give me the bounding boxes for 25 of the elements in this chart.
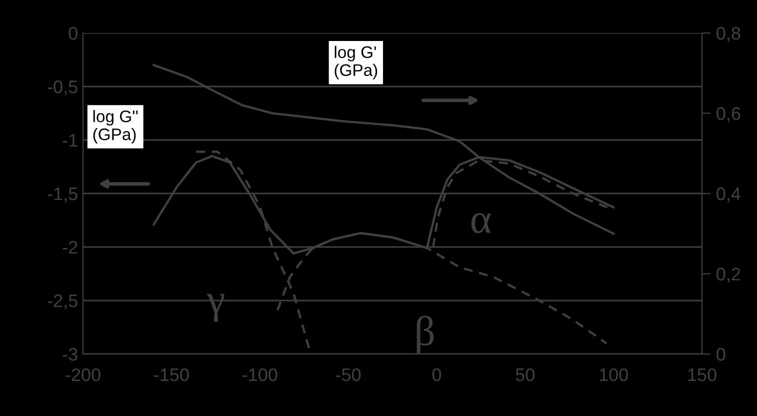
y2-tick-label: 0,8 bbox=[716, 26, 740, 42]
y2-tick-label: 0,6 bbox=[716, 107, 740, 122]
y2-tick-label: 0,4 bbox=[716, 187, 740, 202]
y-tick-label: -1,5 bbox=[48, 188, 78, 202]
y-tick-label: 0 bbox=[68, 26, 78, 40]
x-tick-label: -100 bbox=[242, 368, 278, 382]
x-tick-label: -150 bbox=[154, 368, 189, 382]
annotation: log G' (GPa) bbox=[334, 46, 378, 80]
y-tick-label: -2 bbox=[62, 240, 78, 254]
x-tick-label: -50 bbox=[336, 368, 361, 382]
y2-tick-label: 0,2 bbox=[716, 268, 740, 283]
y2-tick-label: 0 bbox=[716, 348, 726, 361]
annotation: log G'' (GPa) bbox=[93, 110, 138, 144]
annotation: α bbox=[471, 213, 491, 234]
y-tick-label: -2,5 bbox=[48, 294, 78, 310]
annotation: γ bbox=[206, 294, 224, 322]
y-tick-label: -1 bbox=[62, 134, 78, 147]
y-tick-label: -3 bbox=[62, 348, 78, 361]
x-tick-label: 0 bbox=[432, 368, 442, 382]
annotation: β bbox=[416, 316, 434, 354]
x-tick-label: 150 bbox=[688, 368, 716, 382]
x-tick-label: 100 bbox=[600, 368, 628, 382]
x-tick-label: -200 bbox=[66, 368, 100, 382]
y-tick-label: -0,5 bbox=[48, 80, 78, 96]
x-tick-label: 50 bbox=[516, 368, 534, 382]
